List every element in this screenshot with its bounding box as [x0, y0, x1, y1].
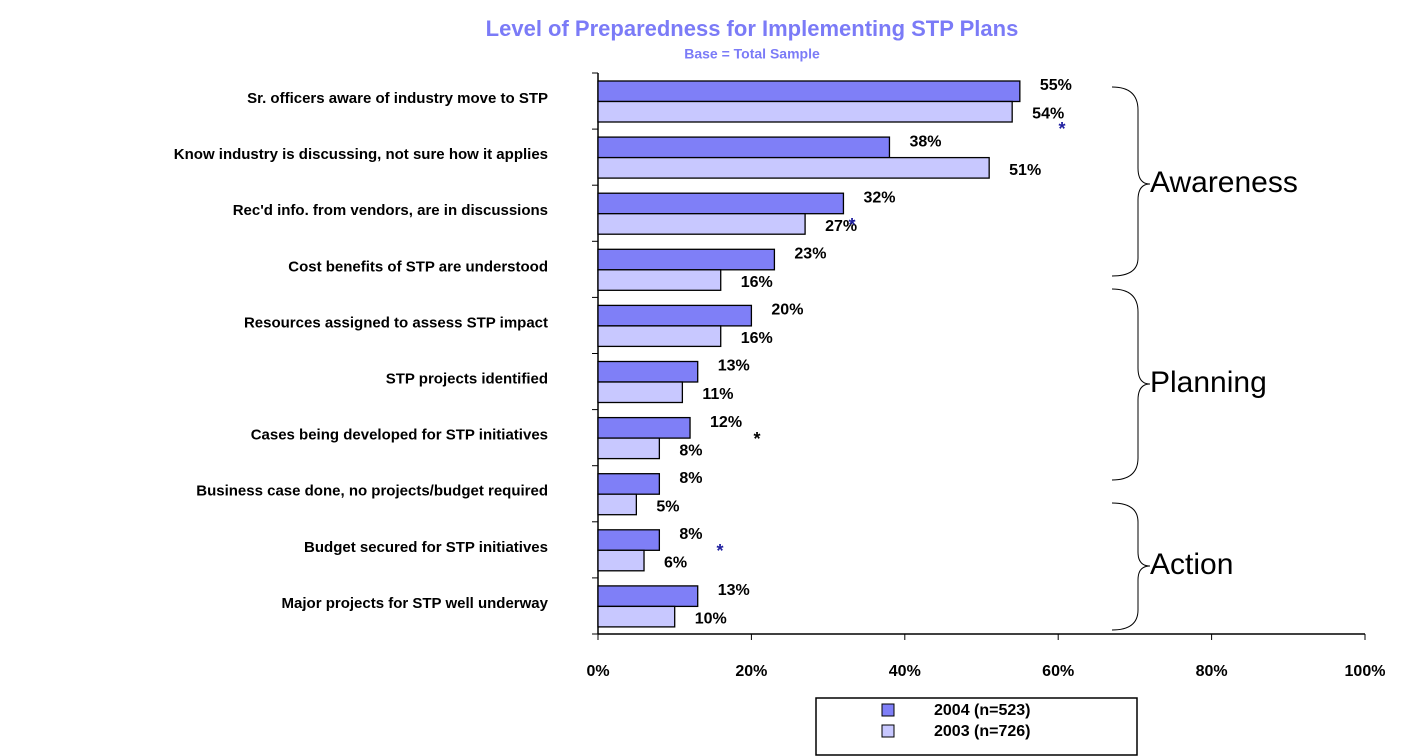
data-label: 16% — [741, 274, 773, 291]
bar — [597, 437, 661, 460]
awareness-brace — [1111, 86, 1151, 277]
category-label: Resources assigned to assess STP impact — [244, 314, 548, 331]
group-label: Planning — [1150, 366, 1267, 399]
data-label: 27% — [825, 218, 857, 235]
legend-swatch — [881, 703, 895, 717]
category-label: Business case done, no projects/budget r… — [196, 483, 548, 500]
data-label: 10% — [695, 611, 727, 628]
bar — [597, 304, 753, 327]
bar — [597, 325, 722, 348]
x-tick-label: 60% — [1042, 663, 1074, 680]
bar — [597, 192, 845, 215]
category-label: Budget secured for STP initiatives — [304, 539, 548, 556]
x-tick-label: 100% — [1345, 663, 1386, 680]
data-label: 38% — [909, 133, 941, 150]
category-label: Cases being developed for STP initiative… — [251, 427, 548, 444]
bar — [597, 585, 699, 608]
legend-label: 2004 (n=523) — [934, 702, 1031, 719]
legend-label: 2003 (n=726) — [934, 723, 1031, 740]
annotation: * — [1058, 119, 1065, 139]
data-label: 8% — [679, 526, 702, 543]
data-label: 20% — [771, 302, 803, 319]
data-label: 6% — [664, 555, 687, 572]
category-label: Rec'd info. from vendors, are in discuss… — [233, 202, 548, 219]
bar — [597, 381, 684, 404]
planning-brace — [1111, 288, 1151, 481]
data-label: 54% — [1032, 106, 1064, 123]
x-tick-label: 40% — [889, 663, 921, 680]
group-label: Action — [1150, 548, 1233, 581]
data-label: 8% — [679, 470, 702, 487]
data-label: 12% — [710, 414, 742, 431]
data-label: 11% — [702, 386, 733, 403]
group-label: Awareness — [1150, 166, 1298, 199]
x-tick-label: 20% — [735, 663, 767, 680]
category-label: Major projects for STP well underway — [282, 595, 549, 612]
category-label: STP projects identified — [386, 370, 548, 387]
bar — [597, 529, 661, 551]
annotation: * — [753, 429, 760, 449]
data-label: 13% — [718, 358, 750, 375]
data-label: 16% — [741, 330, 773, 347]
legend-box — [815, 697, 1138, 756]
bar — [597, 80, 1021, 103]
x-tick-label: 80% — [1196, 663, 1228, 680]
bar — [597, 549, 645, 572]
data-label: 55% — [1040, 77, 1072, 94]
bar — [597, 360, 699, 383]
bar — [597, 136, 891, 159]
category-label: Cost benefits of STP are understood — [288, 258, 548, 275]
bar — [597, 605, 676, 628]
annotation: * — [848, 215, 855, 235]
legend-swatch — [881, 724, 895, 738]
bar — [597, 248, 776, 271]
x-tick-label: 0% — [586, 663, 609, 680]
annotation: * — [716, 541, 723, 561]
data-label: 32% — [863, 189, 895, 206]
bar — [597, 473, 661, 495]
category-label: Sr. officers aware of industry move to S… — [247, 90, 548, 107]
data-label: 8% — [679, 442, 702, 459]
data-label: 5% — [656, 498, 679, 515]
bar — [597, 100, 1013, 123]
data-label: 51% — [1009, 162, 1041, 179]
bar — [597, 269, 722, 291]
bar — [597, 213, 806, 235]
data-label: 23% — [794, 246, 826, 263]
category-label: Know industry is discussing, not sure ho… — [174, 146, 548, 163]
chart-subtitle: Base = Total Sample — [684, 46, 820, 62]
bar — [597, 156, 990, 179]
data-label: 13% — [718, 582, 750, 599]
bar — [597, 416, 691, 439]
chart-title: Level of Preparedness for Implementing S… — [486, 16, 1019, 41]
action-brace — [1111, 502, 1151, 631]
bar — [597, 493, 637, 516]
